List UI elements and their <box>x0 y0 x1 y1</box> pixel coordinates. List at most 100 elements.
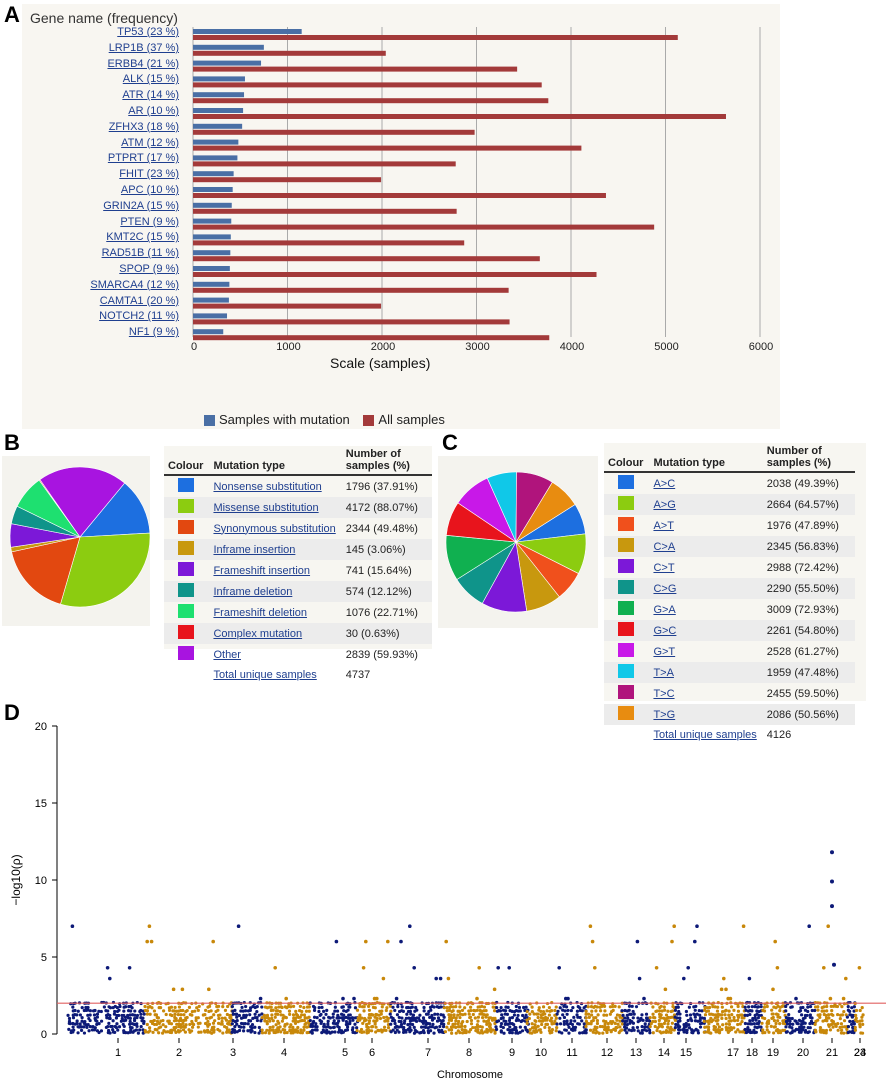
gene-link[interactable]: RAD51B (11 %) <box>101 247 179 260</box>
gene-link[interactable]: ATR (14 %) <box>122 89 179 102</box>
type-cell: G>C <box>649 620 763 641</box>
manhattan-point <box>460 1024 464 1028</box>
manhattan-point <box>284 1015 288 1020</box>
manhattan-point <box>66 1013 70 1018</box>
manhattan-point <box>333 1009 337 1013</box>
manhattan-point <box>99 1009 103 1014</box>
colour-cell <box>164 581 210 602</box>
mutation-type-link[interactable]: Missense substitution <box>213 501 319 514</box>
manhattan-point <box>677 1025 682 1029</box>
mutation-type-link[interactable]: Frameshift deletion <box>213 606 307 619</box>
mutation-type-link[interactable]: Inframe insertion <box>213 543 296 556</box>
gene-link[interactable]: NOTCH2 (11 %) <box>99 310 179 323</box>
mutation-type-link[interactable]: G>C <box>653 624 677 637</box>
total-samples-link[interactable]: Total unique samples <box>653 728 757 741</box>
manhattan-point <box>675 1016 679 1020</box>
pie-slice <box>79 482 151 538</box>
manhattan-point <box>221 1031 225 1035</box>
gene-link[interactable]: PTEN (9 %) <box>120 215 179 228</box>
manhattan-point <box>771 987 775 992</box>
manhattan-point <box>207 987 211 992</box>
manhattan-point <box>654 965 659 970</box>
manhattan-point <box>525 1028 529 1032</box>
mutation-type-link[interactable]: G>A <box>653 603 676 616</box>
gene-link[interactable]: GRIN2A (15 %) <box>103 199 179 212</box>
manhattan-point <box>730 1013 734 1017</box>
gene-link[interactable]: SMARCA4 (12 %) <box>90 278 179 291</box>
manhattan-point <box>402 1025 406 1030</box>
manhattan-point <box>685 1030 689 1035</box>
gene-link[interactable]: FHIT (23 %) <box>119 168 179 181</box>
gene-link[interactable]: LRP1B (37 %) <box>108 41 179 54</box>
manhattan-point <box>595 1021 600 1026</box>
manhattan-point <box>632 1012 636 1016</box>
manhattan-point <box>457 1019 461 1024</box>
mutation-type-link[interactable]: Synonymous substitution <box>213 522 336 535</box>
y-axis-label: −log10(ρ) <box>9 854 23 905</box>
gene-link[interactable]: TP53 (23 %) <box>117 26 179 38</box>
manhattan-point <box>790 1005 794 1009</box>
gene-link[interactable]: SPOP (9 %) <box>119 263 179 275</box>
table-row: C>T 2988 (72.42%) <box>604 557 855 578</box>
mutation-type-link[interactable]: A>G <box>653 498 676 511</box>
colour-cell <box>604 704 650 725</box>
manhattan-point <box>293 1021 298 1025</box>
mutation-type-link[interactable]: Nonsense substitution <box>213 480 322 493</box>
mutation-type-link[interactable]: A>C <box>653 477 676 490</box>
manhattan-point <box>625 1023 629 1027</box>
manhattan-point <box>624 1026 629 1030</box>
manhattan-point <box>452 1015 456 1020</box>
manhattan-point <box>172 1028 177 1032</box>
mutation-type-link[interactable]: Complex mutation <box>213 627 303 640</box>
chromosome-label: 3 <box>230 1047 236 1059</box>
chromosome-label: 7 <box>425 1047 431 1059</box>
manhattan-point <box>226 1004 230 1009</box>
manhattan-point <box>752 1022 756 1026</box>
manhattan-point <box>846 1025 851 1029</box>
mutation-type-link[interactable]: C>A <box>653 540 676 553</box>
mutation-type-link[interactable]: C>G <box>653 582 677 595</box>
count-cell: 2038 (49.39%) <box>766 477 839 490</box>
manhattan-point <box>573 1025 578 1029</box>
manhattan-point <box>728 996 733 1001</box>
manhattan-point <box>220 1016 224 1020</box>
mutation-type-link[interactable]: Inframe deletion <box>213 585 293 598</box>
gene-link[interactable]: KMT2C (15 %) <box>106 231 179 244</box>
bar-mutation <box>193 250 231 256</box>
gene-link[interactable]: NF1 (9 %) <box>128 326 179 339</box>
manhattan-point <box>142 1012 146 1016</box>
mutation-type-link[interactable]: T>C <box>653 687 675 700</box>
mutation-type-link[interactable]: C>T <box>653 561 675 574</box>
gene-link[interactable]: ATM (12 %) <box>121 136 179 149</box>
bar-all-samples <box>193 193 606 198</box>
manhattan-point <box>255 1018 260 1023</box>
mutation-type-link[interactable]: T>A <box>653 666 674 679</box>
manhattan-point <box>549 1016 554 1020</box>
manhattan-point <box>586 1005 590 1009</box>
gene-link[interactable]: CAMTA1 (20 %) <box>99 294 179 307</box>
mutation-type-link[interactable]: Frameshift insertion <box>213 564 311 577</box>
mutation-type-link[interactable]: Other <box>213 648 241 661</box>
gene-link[interactable]: PTPRT (17 %) <box>107 152 179 165</box>
gene-link[interactable]: ZFHX3 (18 %) <box>108 120 179 133</box>
bar-mutation <box>193 266 230 271</box>
manhattan-point <box>477 965 482 970</box>
mutation-type-link[interactable]: A>T <box>653 519 674 532</box>
manhattan-point <box>539 1030 543 1034</box>
manhattan-point <box>87 1029 91 1033</box>
gene-link[interactable]: ALK (15 %) <box>122 73 179 86</box>
total-samples-link[interactable]: Total unique samples <box>213 668 317 681</box>
manhattan-point <box>813 1008 817 1013</box>
manhattan-point <box>615 1018 619 1022</box>
gene-link[interactable]: ERBB4 (21 %) <box>107 57 179 70</box>
gene-link[interactable]: APC (10 %) <box>120 184 179 196</box>
manhattan-point <box>173 1005 177 1010</box>
manhattan-point <box>253 1025 257 1029</box>
mutation-type-link[interactable]: G>T <box>653 645 676 658</box>
gene-link[interactable]: AR (10 %) <box>128 105 179 117</box>
mutation-type-link[interactable]: T>G <box>653 708 676 721</box>
manhattan-point <box>839 1031 844 1035</box>
total-value: 4126 <box>766 728 792 741</box>
manhattan-point <box>854 1016 858 1020</box>
bar-x-tick-label: 0 <box>190 341 198 353</box>
